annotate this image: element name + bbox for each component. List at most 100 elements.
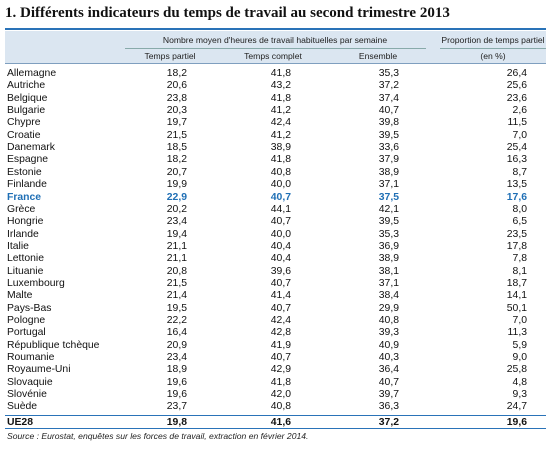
- header-col-partial: Temps partiel: [125, 49, 215, 64]
- all-cell: 40,7: [378, 376, 399, 388]
- country-cell: Finlande: [7, 179, 47, 191]
- country-cell: Espagne: [7, 154, 49, 166]
- partial-time-cell: 21,5: [166, 277, 187, 289]
- table-title: 1. Différents indicateurs du temps de tr…: [5, 5, 450, 21]
- country-cell: Slovénie: [7, 389, 47, 401]
- country-cell: Chypre: [7, 117, 41, 129]
- all-cell: 38,1: [378, 265, 399, 277]
- all-cell: 37,9: [378, 154, 399, 166]
- full-time-cell: 40,0: [270, 228, 291, 240]
- partial-time-cell: 23,8: [166, 92, 187, 104]
- full-time-cell: 44,1: [270, 203, 291, 215]
- table-row: Lituanie 20,8 39,6 38,1 8,1: [5, 266, 546, 279]
- full-time-cell: 40,4: [270, 253, 291, 265]
- country-cell: Roumanie: [7, 352, 55, 364]
- proportion-cell: 7,8: [512, 253, 527, 265]
- full-time-cell: 42,4: [270, 315, 291, 326]
- all-cell: 35,3: [378, 68, 399, 79]
- full-time-cell: 40,8: [270, 401, 291, 413]
- proportion-cell: 7,0: [512, 315, 527, 326]
- all-cell: 38,9: [378, 253, 399, 265]
- table-row: République tchèque 20,9 41,9 40,9 5,9: [5, 340, 546, 353]
- table-row: Hongrie 23,4 40,7 39,5 6,5: [5, 216, 546, 229]
- full-time-cell: 41,8: [270, 68, 291, 79]
- partial-time-cell: 18,9: [166, 364, 187, 376]
- partial-time-cell: 19,4: [166, 228, 187, 240]
- all-cell: 38,4: [378, 290, 399, 302]
- table-row: Chypre 19,7 42,4 39,8 11,5: [5, 117, 546, 130]
- country-cell: Grèce: [7, 203, 36, 215]
- total-rule: [5, 415, 546, 416]
- partial-time-cell: 23,4: [166, 216, 187, 228]
- all-cell: 36,4: [378, 364, 399, 376]
- full-time-cell: 38,9: [270, 142, 291, 154]
- country-cell: Pologne: [7, 315, 46, 326]
- proportion-cell: 25,6: [506, 80, 527, 92]
- all-cell: 38,9: [378, 166, 399, 178]
- full-time-cell: 42,8: [270, 327, 291, 339]
- header-divider-right: [440, 48, 546, 49]
- partial-time-cell: 19,5: [166, 302, 187, 314]
- table-row: Allemagne 18,2 41,8 35,3 26,4: [5, 68, 546, 81]
- table-row: Pays-Bas 19,5 40,7 29,9 50,1: [5, 303, 546, 316]
- partial-time-cell: 20,2: [166, 203, 187, 215]
- proportion-cell: 11,3: [507, 327, 527, 339]
- all-cell: 35,3: [378, 228, 399, 240]
- country-cell: Lettonie: [7, 253, 44, 265]
- full-time-cell: 40,7: [270, 216, 291, 228]
- partial-time-cell: 20,6: [166, 80, 187, 92]
- country-cell: Croatie: [7, 129, 41, 141]
- proportion-cell: 50,1: [506, 302, 527, 314]
- table-row: Autriche 20,6 43,2 37,2 25,6: [5, 80, 546, 93]
- proportion-cell: 18,7: [506, 277, 527, 289]
- proportion-cell: 16,3: [506, 154, 527, 166]
- full-time-cell: 40,7: [270, 352, 291, 364]
- country-cell: Bulgarie: [7, 105, 46, 117]
- partial-time-cell: 22,9: [166, 191, 187, 203]
- table-row-total: UE28 19,8 41,6 37,2 19,6: [5, 417, 546, 430]
- all-cell: 39,7: [378, 389, 399, 401]
- country-cell: Allemagne: [7, 68, 57, 79]
- all-cell: 39,5: [378, 129, 399, 141]
- top-rule: [5, 28, 546, 30]
- country-cell: Autriche: [7, 80, 46, 92]
- table-row: Portugal 16,4 42,8 39,3 11,3: [5, 327, 546, 340]
- full-time-cell: 42,9: [270, 364, 291, 376]
- all-cell: 40,7: [378, 105, 399, 117]
- partial-time-cell: 20,8: [166, 265, 187, 277]
- country-cell: Irlande: [7, 228, 39, 240]
- table-row-highlighted: France 22,9 40,7 37,5 17,6: [5, 192, 546, 205]
- full-time-cell: 41,8: [270, 376, 291, 388]
- all-cell: 37,2: [378, 416, 399, 428]
- proportion-cell: 8,1: [512, 265, 527, 277]
- partial-time-cell: 21,4: [166, 290, 187, 302]
- country-cell: France: [7, 191, 42, 203]
- partial-time-cell: 23,7: [166, 401, 187, 413]
- proportion-cell: 19,6: [506, 416, 527, 428]
- full-time-cell: 41,9: [270, 339, 291, 351]
- full-time-cell: 40,7: [270, 277, 291, 289]
- full-time-cell: 41,8: [270, 154, 291, 166]
- partial-time-cell: 19,8: [166, 416, 187, 428]
- proportion-cell: 5,9: [512, 339, 527, 351]
- partial-time-cell: 19,9: [166, 179, 187, 191]
- table-row: Slovaquie 19,6 41,8 40,7 4,8: [5, 377, 546, 390]
- header-proportion: Proportion de temps partiel: [441, 35, 545, 45]
- partial-time-cell: 20,9: [166, 339, 187, 351]
- full-time-cell: 42,0: [270, 389, 291, 401]
- partial-time-cell: 19,6: [166, 389, 187, 401]
- table-row: Grèce 20,2 44,1 42,1 8,0: [5, 204, 546, 217]
- full-time-cell: 41,4: [270, 290, 291, 302]
- partial-time-cell: 19,6: [166, 376, 187, 388]
- table-row: Royaume-Uni 18,9 42,9 36,4 25,8: [5, 364, 546, 377]
- proportion-cell: 7,0: [512, 129, 527, 141]
- country-cell: Belgique: [7, 92, 48, 104]
- proportion-cell: 26,4: [506, 68, 527, 79]
- full-time-cell: 43,2: [270, 80, 291, 92]
- table-row: Finlande 19,9 40,0 37,1 13,5: [5, 179, 546, 192]
- partial-time-cell: 16,4: [166, 327, 187, 339]
- full-time-cell: 39,6: [270, 265, 291, 277]
- partial-time-cell: 22,2: [166, 315, 187, 326]
- partial-time-cell: 20,7: [166, 166, 187, 178]
- country-cell: Danemark: [7, 142, 55, 154]
